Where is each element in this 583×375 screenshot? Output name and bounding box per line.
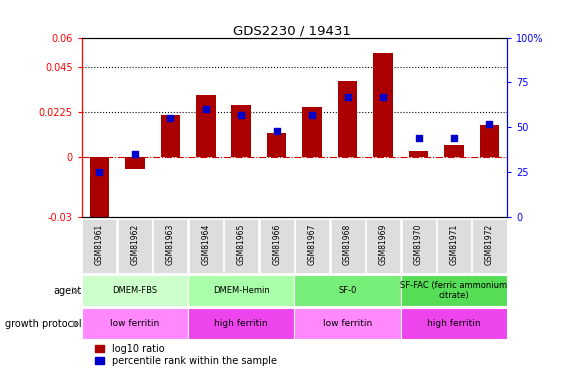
Text: GSM81965: GSM81965 [237, 224, 245, 266]
Point [449, 135, 459, 141]
Text: growth protocol: growth protocol [5, 319, 82, 329]
Bar [444, 146, 463, 158]
Bar [303, 108, 322, 158]
Bar [338, 81, 357, 158]
Text: GSM81968: GSM81968 [343, 224, 352, 265]
Text: agent: agent [54, 286, 82, 296]
Point [343, 94, 352, 100]
Text: DMEM-Hemin: DMEM-Hemin [213, 286, 269, 295]
Bar [373, 54, 393, 158]
Text: GSM81970: GSM81970 [414, 224, 423, 266]
Text: GSM81967: GSM81967 [308, 224, 317, 266]
Text: GSM81971: GSM81971 [449, 224, 458, 265]
Text: low ferritin: low ferritin [110, 320, 159, 328]
Text: GSM81963: GSM81963 [166, 224, 175, 266]
FancyBboxPatch shape [153, 219, 187, 273]
FancyBboxPatch shape [118, 219, 152, 273]
Text: GDS2230 / 19431: GDS2230 / 19431 [233, 24, 350, 38]
Point [378, 94, 388, 100]
FancyBboxPatch shape [259, 219, 294, 273]
FancyBboxPatch shape [294, 308, 401, 339]
Text: SF-FAC (ferric ammonium
citrate): SF-FAC (ferric ammonium citrate) [401, 281, 508, 300]
Text: low ferritin: low ferritin [323, 320, 372, 328]
Text: high ferritin: high ferritin [215, 320, 268, 328]
FancyBboxPatch shape [295, 219, 329, 273]
Point [307, 112, 317, 118]
FancyBboxPatch shape [224, 219, 258, 273]
FancyBboxPatch shape [188, 275, 294, 306]
FancyBboxPatch shape [437, 219, 471, 273]
Bar [267, 134, 286, 158]
Point [272, 128, 282, 134]
Point [237, 112, 246, 118]
Bar [90, 158, 109, 224]
Bar [480, 126, 499, 158]
Text: GSM81964: GSM81964 [201, 224, 210, 266]
Point [414, 135, 423, 141]
FancyBboxPatch shape [402, 219, 436, 273]
Text: GSM81966: GSM81966 [272, 224, 281, 266]
FancyBboxPatch shape [294, 275, 401, 306]
Bar [231, 105, 251, 158]
Bar [125, 158, 145, 170]
Text: high ferritin: high ferritin [427, 320, 481, 328]
Point [94, 170, 104, 176]
FancyBboxPatch shape [188, 308, 294, 339]
FancyBboxPatch shape [472, 219, 507, 273]
FancyBboxPatch shape [401, 308, 507, 339]
Text: SF-0: SF-0 [338, 286, 357, 295]
Point [166, 116, 175, 122]
FancyBboxPatch shape [189, 219, 223, 273]
FancyBboxPatch shape [82, 308, 188, 339]
Text: GSM81972: GSM81972 [485, 224, 494, 265]
FancyBboxPatch shape [366, 219, 400, 273]
Text: GSM81962: GSM81962 [131, 224, 139, 265]
Point [485, 121, 494, 127]
Bar [409, 152, 429, 157]
FancyBboxPatch shape [82, 219, 117, 273]
Bar [160, 116, 180, 158]
Text: GSM81969: GSM81969 [378, 224, 388, 266]
Legend: log10 ratio, percentile rank within the sample: log10 ratio, percentile rank within the … [95, 344, 276, 366]
FancyBboxPatch shape [82, 275, 188, 306]
Point [201, 106, 210, 112]
Text: GSM81961: GSM81961 [95, 224, 104, 265]
Bar [196, 96, 216, 158]
FancyBboxPatch shape [401, 275, 507, 306]
Text: DMEM-FBS: DMEM-FBS [113, 286, 157, 295]
Point [130, 152, 139, 157]
FancyBboxPatch shape [331, 219, 364, 273]
